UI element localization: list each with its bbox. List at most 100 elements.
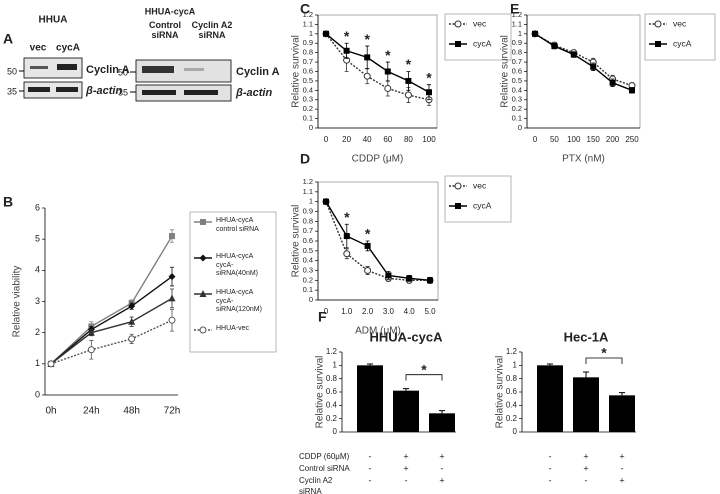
x-tick-label: 4.0 — [404, 307, 416, 316]
y-tick-label: 0.6 — [512, 66, 522, 75]
blot-cyclin-a — [135, 59, 232, 83]
panel-letter: A — [3, 31, 13, 47]
y-tick-label: 1.1 — [303, 187, 313, 196]
table-cell: + — [583, 451, 588, 461]
y-tick-label: 0.4 — [512, 85, 522, 94]
y-tick-label: 3 — [35, 296, 40, 306]
legend-box — [444, 13, 512, 61]
y-tick-label: 0 — [333, 427, 338, 436]
y-tick-label: 1 — [35, 358, 40, 368]
y-tick-label: 1.2 — [303, 10, 313, 19]
y-tick-label: 0.2 — [506, 414, 518, 423]
y-tick-label: 0.8 — [303, 216, 313, 225]
chart-title: HHUA-cycA — [370, 329, 444, 344]
y-tick-label: 0.1 — [303, 285, 313, 294]
table-cell: - — [441, 463, 444, 473]
y-tick-label: 4 — [35, 265, 40, 275]
x-tick-label: 1.0 — [341, 307, 353, 316]
y-tick-label: 0.3 — [303, 265, 313, 274]
marker — [128, 335, 136, 343]
lane-label: Cyclin A2 siRNA — [191, 20, 233, 40]
band — [28, 87, 50, 92]
y-tick-label: 1 — [309, 29, 313, 38]
y-tick-label: 0.4 — [506, 400, 518, 409]
marker — [551, 43, 558, 50]
table-cell: - — [549, 463, 552, 473]
legend-box — [644, 13, 716, 61]
y-tick-label: 0 — [35, 389, 40, 399]
band — [142, 90, 176, 95]
y-tick-label: 1.1 — [512, 19, 522, 28]
y-tick-label: 5 — [35, 234, 40, 244]
y-tick-label: 0.9 — [303, 38, 313, 47]
significance-bracket — [405, 374, 443, 381]
y-tick-label: 0.3 — [512, 95, 522, 104]
legend-marker — [455, 41, 461, 47]
marker — [570, 51, 577, 58]
y-tick-label: 6 — [35, 202, 40, 212]
marker — [169, 233, 175, 240]
x-tick-label: 0 — [324, 307, 329, 316]
marker-label: 35 — [118, 87, 128, 97]
y-tick-label: 0.6 — [303, 66, 313, 75]
y-tick-label: 1.2 — [512, 10, 522, 19]
table-row-label: CDDP (60μM) — [299, 452, 350, 461]
error-bar — [367, 363, 373, 366]
x-tick-label: 40 — [363, 135, 372, 144]
marker — [364, 267, 372, 274]
blot-actin — [23, 81, 83, 99]
marker-label: 35 — [7, 86, 17, 96]
marker — [404, 91, 412, 99]
x-tick-label: 20 — [342, 135, 351, 144]
marker — [168, 316, 176, 324]
y-tick-label: 1.1 — [303, 19, 313, 28]
marker-label: 50 — [7, 66, 17, 76]
error-bar — [547, 363, 553, 366]
table-cell: + — [403, 463, 408, 473]
marker — [87, 346, 95, 354]
x-axis-label: PTX (nM) — [562, 154, 605, 165]
y-tick-label: 0.6 — [326, 387, 338, 396]
marker — [590, 63, 597, 70]
table-cell: + — [439, 475, 444, 485]
bar — [537, 365, 563, 432]
table-cell: - — [549, 475, 552, 485]
table-cell: - — [405, 475, 408, 485]
legend-marker — [655, 41, 661, 47]
series-line — [50, 319, 173, 365]
y-tick-label: 1 — [309, 197, 313, 206]
marker — [406, 275, 413, 282]
x-tick-label: 2.0 — [362, 307, 374, 316]
marker — [363, 72, 371, 80]
table-cell: - — [585, 475, 588, 485]
legend-label: cycA — [673, 38, 692, 48]
series-line — [325, 201, 431, 282]
series-line — [325, 33, 430, 93]
x-tick-label: 100 — [567, 135, 581, 144]
y-tick-label: 0.7 — [512, 57, 522, 66]
legend-label: vec — [473, 18, 487, 28]
band — [57, 64, 77, 70]
y-tick-label: 0.2 — [326, 414, 338, 423]
y-tick-label: 1 — [518, 29, 522, 38]
lane-label: cycA — [56, 43, 80, 54]
y-axis-label: Relative viability — [12, 266, 23, 338]
table-cell: - — [369, 451, 372, 461]
x-axis-label: ADM (μM) — [355, 326, 401, 337]
error-bar — [439, 410, 445, 414]
x-tick-label: 3.0 — [383, 307, 395, 316]
legend-marker — [654, 20, 662, 28]
panel-letter: E — [510, 1, 519, 17]
table-cell: - — [549, 451, 552, 461]
y-axis-label: Relative survival — [291, 35, 302, 108]
marker — [168, 273, 176, 281]
x-tick-label: 0h — [45, 406, 56, 417]
marker — [426, 89, 432, 96]
y-tick-label: 0.6 — [506, 387, 518, 396]
table-cell: + — [619, 451, 624, 461]
x-tick-label: 80 — [404, 135, 413, 144]
marker — [364, 242, 371, 249]
y-tick-label: 1.2 — [506, 347, 518, 356]
